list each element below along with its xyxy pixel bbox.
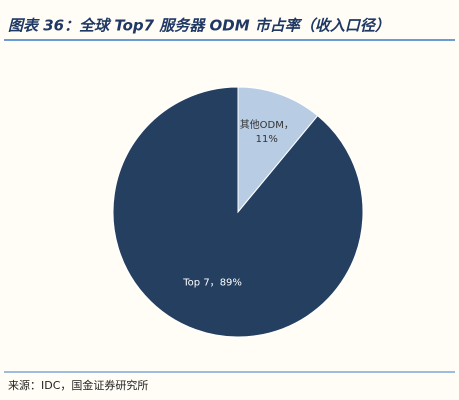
value-label: 11% [256,134,278,145]
source: 来源：IDC，国金证券研究所 [8,378,148,392]
category-label: 其他ODM， [240,118,294,131]
value-label: 89% [220,278,242,289]
category-label: Top 7， [182,278,219,289]
data-label: Top 7，89% [182,278,242,289]
pie: 其他ODM， 11% Top 7，89% [112,86,364,338]
pie-slice [237,86,319,214]
data-label: 其他ODM， 11% [240,118,294,145]
pie-slice [112,86,364,338]
chart-title: 图表 36：全球 Top7 服务器 ODM 市占率（收入口径） [8,17,390,35]
